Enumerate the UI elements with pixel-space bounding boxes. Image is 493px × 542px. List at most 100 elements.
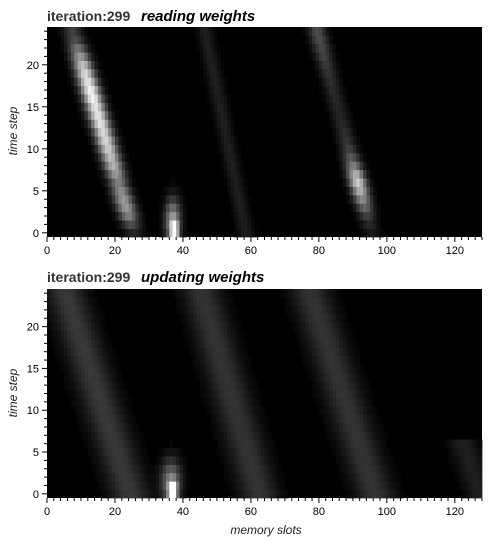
heatmap-cell: [101, 389, 106, 399]
heatmap-cell: [325, 431, 330, 440]
heatmap-cell: [77, 60, 82, 70]
heatmap-cell: [237, 169, 242, 179]
heatmap-cell: [342, 314, 347, 323]
heatmap-cell: [77, 297, 82, 307]
heatmap-cell: [186, 339, 191, 348]
heatmap-cell: [74, 43, 78, 53]
heatmap-cell: [335, 414, 340, 424]
heatmap-cell: [206, 305, 211, 315]
heatmap-cell: [125, 220, 129, 229]
heatmap-cell: [448, 439, 452, 449]
heatmap-cell: [376, 481, 381, 490]
heatmap-cell: [342, 153, 347, 162]
heatmap-cell: [131, 178, 136, 187]
heatmap-cell: [380, 447, 384, 457]
heatmap-cell: [240, 161, 245, 171]
heatmap-cell: [329, 330, 333, 340]
heatmap-cell: [356, 464, 361, 474]
heatmap-cell: [240, 203, 245, 213]
heatmap-cell: [475, 464, 479, 474]
heatmap-cell: [203, 305, 208, 315]
heatmap-cell: [291, 322, 296, 332]
heatmap-cell: [57, 322, 61, 332]
heatmap-cell: [74, 60, 78, 70]
heatmap-cell: [468, 472, 473, 482]
heatmap-cell: [363, 406, 367, 415]
heatmap-cell: [94, 406, 99, 415]
heatmap-cell: [108, 195, 112, 204]
heatmap-cell: [84, 431, 89, 440]
heatmap-cell: [247, 481, 252, 490]
heatmap-cell: [390, 481, 394, 490]
heatmap-cell: [352, 364, 357, 373]
heatmap-cell: [383, 464, 388, 474]
heatmap-cell: [162, 228, 167, 238]
heatmap-cell: [478, 464, 483, 474]
heatmap-cell: [335, 102, 340, 112]
heatmap-cell: [216, 94, 221, 103]
heatmap-cell: [104, 111, 109, 120]
heatmap-cell: [274, 489, 279, 499]
heatmap-cell: [397, 472, 401, 482]
heatmap-cell: [223, 472, 228, 482]
heatmap-cell: [329, 397, 333, 407]
heatmap-cell: [108, 464, 112, 474]
heatmap-cell: [182, 211, 187, 221]
heatmap-cell: [349, 389, 354, 399]
heatmap-cell: [312, 364, 316, 373]
heatmap-cell: [47, 289, 51, 298]
heatmap-cell: [128, 456, 133, 465]
heatmap-cell: [162, 195, 167, 204]
heatmap-cell: [237, 355, 242, 365]
heatmap-cell: [94, 431, 99, 440]
heatmap-cell: [366, 161, 371, 171]
x-tick-label: 120: [446, 506, 464, 518]
heatmap-cell: [308, 347, 313, 357]
heatmap-cell: [373, 464, 377, 474]
heatmap-cell: [284, 297, 289, 307]
heatmap-cell: [318, 60, 323, 70]
heatmap-cell: [189, 314, 194, 323]
heatmap-cell: [312, 339, 316, 348]
heatmap-cell: [114, 161, 119, 171]
heatmap-cell: [169, 489, 174, 499]
heatmap-cell: [329, 314, 333, 323]
heatmap-cell: [60, 289, 65, 298]
heatmap-cell: [386, 456, 391, 465]
heatmap-cell: [67, 60, 72, 70]
heatmap-cell: [50, 305, 55, 315]
heatmap-cell: [162, 447, 167, 457]
heatmap-cell: [60, 297, 65, 307]
heatmap-cell: [244, 364, 248, 373]
heatmap-cell: [189, 322, 194, 332]
heatmap-cell: [114, 464, 119, 474]
heatmap-cell: [363, 389, 367, 399]
heatmap-cell: [267, 439, 272, 449]
heatmap-cell: [206, 389, 211, 399]
heatmap-cell: [329, 27, 333, 36]
heatmap-cell: [329, 60, 333, 70]
heatmap-cell: [131, 228, 136, 238]
heatmap-cell: [210, 85, 214, 95]
heatmap-cell: [199, 372, 204, 382]
heatmap-cell: [97, 127, 102, 137]
heatmap-cell: [359, 406, 364, 415]
heatmap-cell: [203, 339, 208, 348]
heatmap-cell: [77, 372, 82, 382]
heatmap-cell: [196, 339, 201, 348]
heatmap-cell: [356, 380, 361, 390]
heatmap-cell: [339, 414, 344, 424]
heatmap-cell: [220, 289, 225, 298]
heatmap-cell: [230, 111, 235, 120]
heatmap-cell: [349, 330, 354, 340]
heatmap-cell: [342, 406, 347, 415]
heatmap-cell: [230, 389, 235, 399]
heatmap-cell: [193, 27, 197, 36]
heatmap-cell: [352, 347, 357, 357]
heatmap-cell: [329, 364, 333, 373]
heatmap-cell: [199, 355, 204, 365]
heatmap-cell: [91, 397, 95, 407]
heatmap-cell: [230, 464, 235, 474]
heatmap-cell: [87, 111, 92, 120]
heatmap-cell: [74, 322, 78, 332]
